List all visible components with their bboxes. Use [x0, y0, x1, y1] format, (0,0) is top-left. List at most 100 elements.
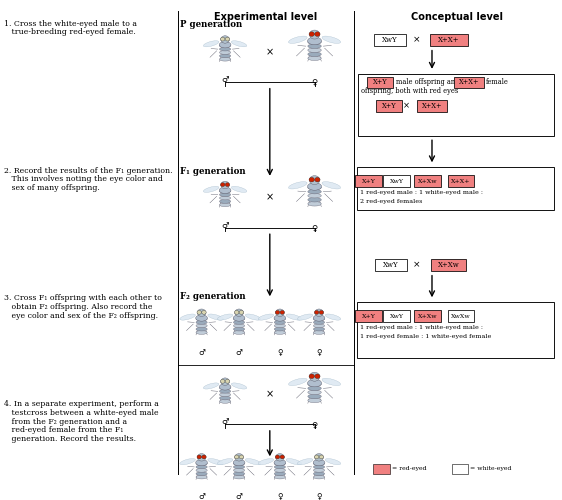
Circle shape	[220, 380, 225, 383]
Text: obtain F₂ offspring. Also record the: obtain F₂ offspring. Also record the	[4, 303, 153, 311]
Bar	[357, 166, 554, 210]
Ellipse shape	[232, 383, 247, 389]
Circle shape	[314, 310, 319, 314]
Circle shape	[275, 454, 284, 461]
Ellipse shape	[314, 468, 325, 472]
Text: 1 red-eyed male : 1 white-eyed male :: 1 red-eyed male : 1 white-eyed male :	[360, 325, 483, 330]
Text: Conceptual level: Conceptual level	[411, 12, 503, 22]
Text: offspring, both with red eyes: offspring, both with red eyes	[361, 86, 458, 94]
Ellipse shape	[286, 458, 302, 464]
Text: ×: ×	[266, 47, 274, 57]
Ellipse shape	[217, 458, 233, 464]
Ellipse shape	[233, 327, 244, 331]
Ellipse shape	[274, 330, 285, 334]
Bar	[373, 464, 390, 474]
Circle shape	[309, 374, 314, 378]
Text: F₂ generation: F₂ generation	[180, 292, 246, 302]
Circle shape	[315, 309, 323, 316]
Ellipse shape	[220, 193, 230, 196]
Text: X+Y: X+Y	[373, 78, 387, 86]
Circle shape	[275, 455, 280, 459]
Ellipse shape	[220, 386, 230, 390]
Text: red-eyed female from the F₁: red-eyed female from the F₁	[4, 426, 124, 434]
Ellipse shape	[245, 314, 261, 320]
Bar	[448, 310, 474, 322]
Circle shape	[309, 32, 314, 36]
Ellipse shape	[307, 37, 321, 44]
Ellipse shape	[308, 48, 321, 52]
Text: X+X+: X+X+	[451, 178, 471, 184]
Ellipse shape	[308, 40, 321, 44]
Ellipse shape	[220, 50, 230, 54]
Bar	[375, 100, 402, 112]
Ellipse shape	[314, 324, 325, 328]
Circle shape	[280, 310, 284, 314]
Text: ×: ×	[413, 36, 420, 44]
Ellipse shape	[274, 320, 285, 324]
Text: X+Y: X+Y	[382, 102, 396, 110]
Ellipse shape	[274, 475, 285, 479]
Bar	[355, 176, 382, 187]
Bar	[375, 258, 407, 272]
Text: X+Xw: X+Xw	[418, 314, 437, 318]
Ellipse shape	[220, 54, 230, 58]
Ellipse shape	[220, 47, 230, 51]
Ellipse shape	[203, 383, 219, 389]
Bar	[432, 258, 466, 272]
Ellipse shape	[314, 320, 325, 324]
Ellipse shape	[313, 315, 325, 321]
Ellipse shape	[308, 382, 321, 386]
Text: generation. Record the results.: generation. Record the results.	[4, 435, 137, 443]
Text: X+X+: X+X+	[422, 102, 442, 110]
Bar	[383, 310, 410, 322]
Ellipse shape	[308, 198, 321, 202]
Circle shape	[315, 454, 323, 461]
Bar	[358, 74, 554, 136]
Circle shape	[234, 455, 239, 459]
Text: ♂: ♂	[221, 221, 229, 230]
Bar	[448, 176, 474, 187]
Text: ×: ×	[413, 260, 420, 270]
Ellipse shape	[180, 458, 196, 464]
Ellipse shape	[314, 462, 325, 466]
Text: ×: ×	[266, 192, 274, 202]
Ellipse shape	[314, 475, 325, 479]
Ellipse shape	[308, 194, 321, 198]
Bar	[454, 76, 484, 88]
Text: 2. Record the results of the F₁ generation.: 2. Record the results of the F₁ generati…	[4, 166, 173, 174]
Circle shape	[315, 374, 320, 378]
Ellipse shape	[274, 468, 285, 472]
Bar	[374, 34, 406, 46]
Text: 1 red-eyed male : 1 white-eyed male :: 1 red-eyed male : 1 white-eyed male :	[360, 190, 483, 195]
Circle shape	[220, 37, 225, 41]
Text: Experimental level: Experimental level	[214, 12, 317, 22]
Ellipse shape	[274, 324, 285, 328]
Ellipse shape	[322, 182, 341, 189]
Ellipse shape	[196, 324, 207, 328]
Ellipse shape	[196, 475, 207, 479]
Ellipse shape	[308, 398, 321, 402]
Text: male offspring and: male offspring and	[396, 78, 460, 86]
Ellipse shape	[288, 378, 307, 386]
Text: X+X+: X+X+	[438, 36, 460, 44]
Ellipse shape	[233, 460, 245, 466]
Text: XwY: XwY	[382, 36, 398, 44]
Ellipse shape	[258, 458, 274, 464]
Circle shape	[280, 455, 284, 459]
Bar	[451, 464, 468, 474]
Ellipse shape	[322, 378, 341, 386]
Ellipse shape	[325, 458, 341, 464]
Bar	[414, 310, 441, 322]
Circle shape	[225, 182, 230, 186]
Ellipse shape	[274, 315, 285, 321]
Ellipse shape	[220, 203, 230, 206]
Ellipse shape	[308, 386, 321, 390]
Circle shape	[235, 309, 243, 316]
Ellipse shape	[233, 330, 244, 334]
Text: ♀: ♀	[311, 420, 318, 430]
Ellipse shape	[322, 36, 341, 44]
Ellipse shape	[220, 400, 230, 404]
Ellipse shape	[196, 462, 207, 466]
Circle shape	[234, 310, 239, 314]
Ellipse shape	[180, 314, 196, 320]
